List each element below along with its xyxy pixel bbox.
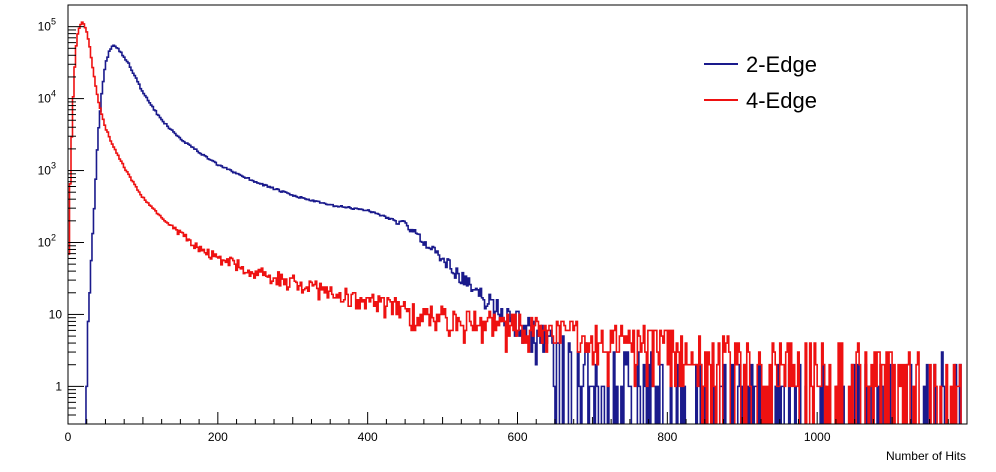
y-tick-base: 10 — [38, 164, 52, 178]
y-tick-label: 103 — [38, 161, 56, 178]
y-tick-exponent: 3 — [51, 161, 56, 171]
y-tick-base: 10 — [38, 92, 52, 106]
y-tick-base: 10 — [38, 20, 52, 34]
y-tick-exponent: 2 — [51, 232, 56, 242]
x-tick-label: 1000 — [804, 430, 831, 444]
y-tick-label: 104 — [38, 89, 56, 106]
legend-label: 2-Edge — [746, 52, 817, 77]
x-tick-label: 0 — [65, 430, 72, 444]
legend: 2-Edge 4-Edge — [704, 52, 817, 113]
x-tick-label: 600 — [507, 430, 527, 444]
x-tick-label: 200 — [208, 430, 228, 444]
x-axis-title: Number of Hits — [886, 449, 966, 463]
y-tick-base: 10 — [38, 235, 52, 249]
y-tick-label: 105 — [38, 17, 56, 34]
x-tick-label: 400 — [358, 430, 378, 444]
y-tick-exponent: 4 — [51, 89, 56, 99]
y-tick-base: 10 — [49, 307, 63, 321]
y-tick-label: 1 — [55, 379, 62, 393]
series-line-4-edge — [68, 21, 962, 424]
y-tick-exponent: 5 — [51, 17, 56, 27]
y-tick-base: 1 — [55, 379, 62, 393]
legend-label: 4-Edge — [746, 88, 817, 113]
x-tick-label: 800 — [657, 430, 677, 444]
y-tick-label: 102 — [38, 232, 56, 249]
y-tick-label: 10 — [49, 307, 63, 321]
x-axis: 0 200 400 600 800 1000 — [65, 412, 968, 444]
